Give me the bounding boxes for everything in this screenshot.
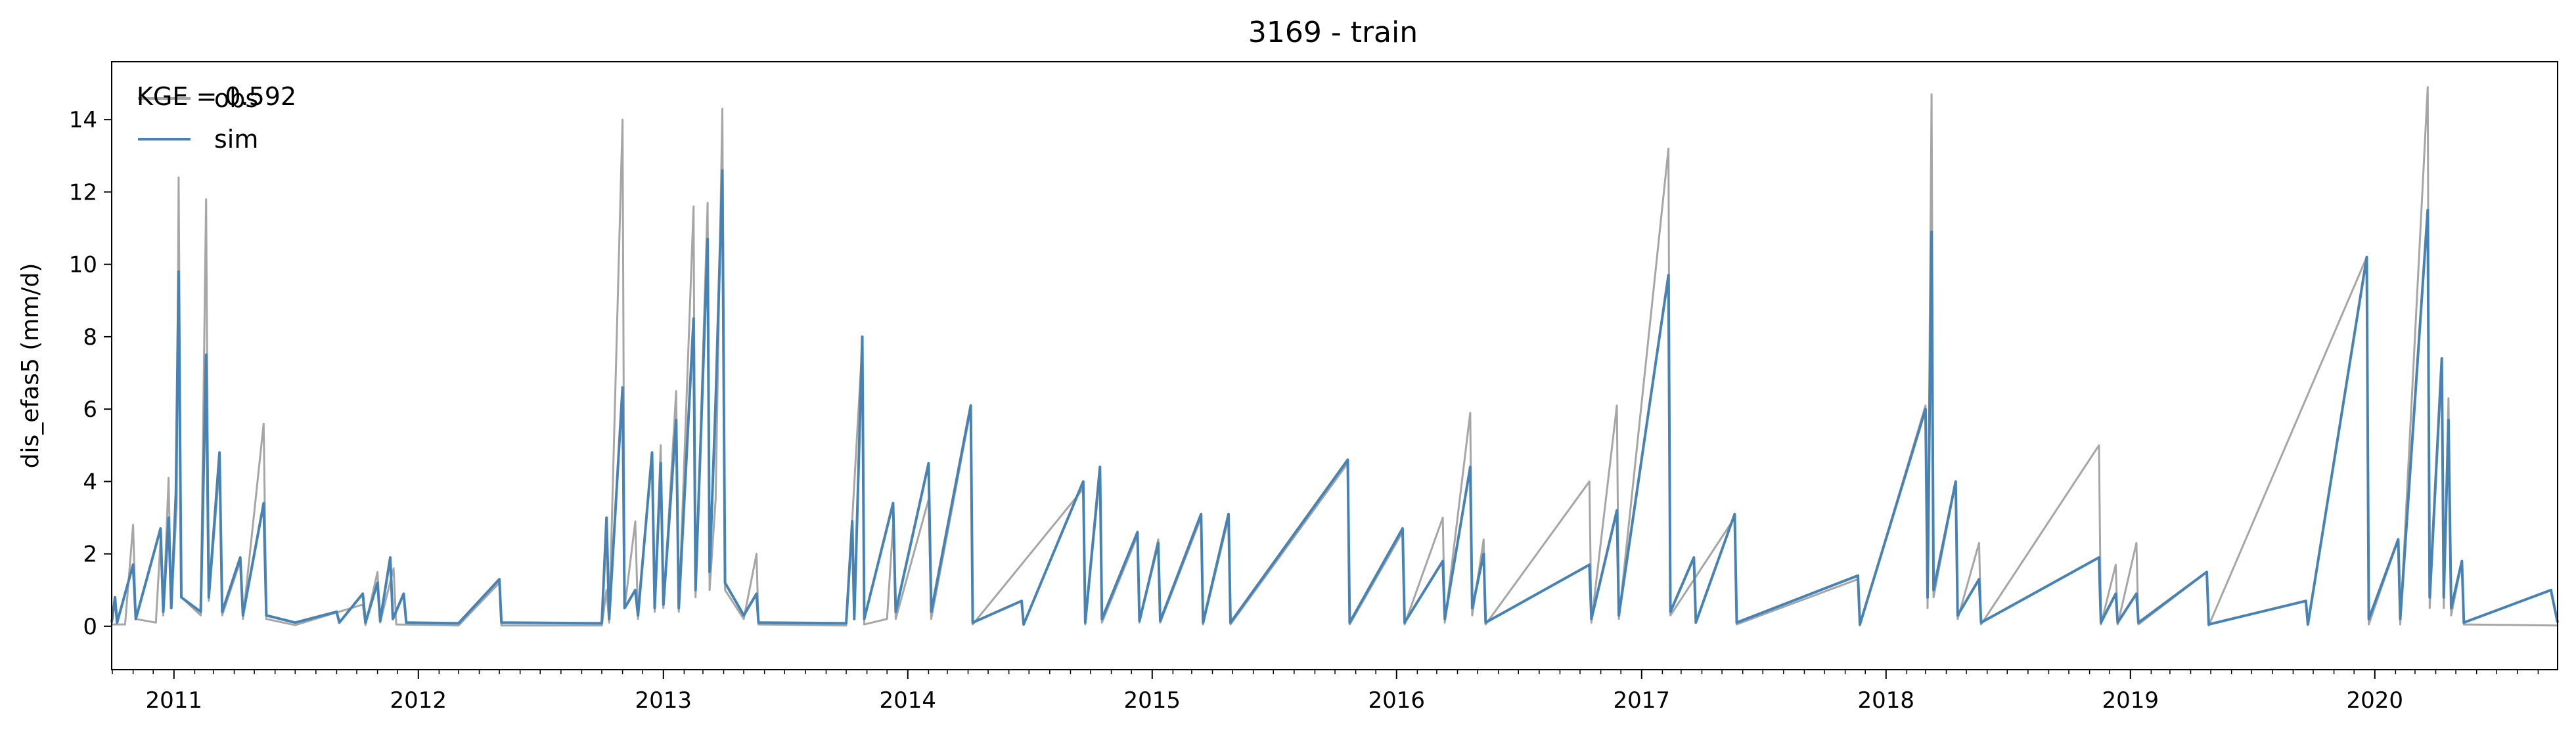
x-tick-label: 2017 xyxy=(1614,687,1671,714)
x-tick-label: 2011 xyxy=(146,687,203,714)
legend-label-obs: obs xyxy=(214,84,258,113)
x-axis: 2011 2012 2013 2014 2015 2016 2017 2018 2019 2020 xyxy=(112,670,2539,714)
chart-title: 3169 - train xyxy=(1248,16,1418,49)
y-tick-label: 4 xyxy=(83,469,97,495)
series-line-sim xyxy=(110,169,2559,626)
x-tick-label: 2012 xyxy=(390,687,447,714)
y-tick-label: 2 xyxy=(83,542,97,568)
y-tick-label: 6 xyxy=(83,397,97,423)
y-tick-label: 14 xyxy=(69,107,97,133)
y-tick-label: 12 xyxy=(69,179,97,205)
legend-label-sim: sim xyxy=(214,125,258,154)
x-tick-label: 2014 xyxy=(880,687,937,714)
x-tick-label: 2016 xyxy=(1368,687,1426,714)
kge-annotation: KGE = 0.592 xyxy=(137,82,296,111)
x-tick-label: 2018 xyxy=(1858,687,1915,714)
y-axis: 0 2 4 6 8 10 12 14 xyxy=(69,107,112,640)
x-tick-label: 2020 xyxy=(2347,687,2404,714)
x-tick-label: 2019 xyxy=(2102,687,2159,714)
y-axis-label: dis_efas5 (mm/d) xyxy=(17,263,44,469)
y-tick-label: 10 xyxy=(69,252,97,278)
legend: obs sim KGE = 0.592 xyxy=(137,82,296,154)
x-tick-label: 2015 xyxy=(1124,687,1181,714)
y-tick-label: 0 xyxy=(83,614,97,640)
plot-area xyxy=(110,86,2559,627)
x-tick-label: 2013 xyxy=(635,687,692,714)
y-tick-label: 8 xyxy=(83,324,97,351)
